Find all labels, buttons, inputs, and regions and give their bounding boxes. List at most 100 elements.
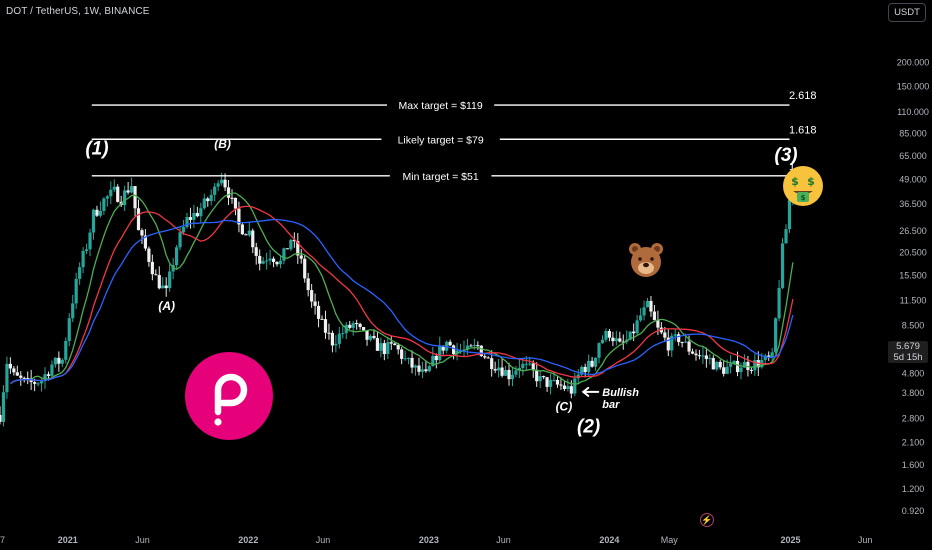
candle-body [434, 355, 438, 361]
candle-body [528, 363, 532, 365]
x-tick-label: 17 [0, 535, 5, 545]
moving-average-line [10, 205, 794, 385]
y-tick-label: 15.500 [899, 271, 927, 281]
candle-body [687, 341, 691, 352]
candle-body [337, 333, 341, 344]
candle-body [386, 342, 390, 355]
candle-body [372, 335, 376, 339]
y-tick-label: 110.000 [897, 107, 929, 117]
x-tick-label: Jun [858, 535, 873, 545]
candle-body [164, 285, 168, 289]
wave-label: (3) [774, 145, 797, 166]
wave-label: (1) [85, 138, 108, 159]
candle-body [237, 208, 241, 225]
candle-body [417, 365, 421, 372]
candle-body [638, 315, 643, 321]
candle-body [112, 186, 116, 190]
candle-body [545, 377, 549, 387]
y-tick-label: 200.000 [897, 57, 930, 67]
candle-body [67, 318, 71, 341]
y-tick-label: 2.100 [902, 437, 925, 447]
candle-body [84, 249, 89, 251]
current-price-tag: 5.679 5d 15h [888, 341, 928, 363]
candle-body [161, 285, 165, 289]
candle-body [559, 384, 563, 386]
flash-icon[interactable]: ⚡ [700, 513, 714, 527]
candle-body [375, 338, 380, 351]
candle-body [351, 323, 355, 328]
svg-text:$: $ [807, 175, 815, 188]
candle-body [358, 323, 362, 327]
candle-body [261, 261, 265, 264]
candle-body [109, 189, 113, 197]
candle-body [292, 239, 296, 242]
candle-body [555, 379, 560, 385]
candle-body [510, 374, 515, 380]
candle-body [420, 369, 425, 372]
currency-unit-button[interactable]: USDT [888, 3, 926, 22]
candle-body [780, 243, 785, 288]
candle-body [642, 307, 646, 316]
candle-body [413, 365, 418, 368]
fib-level-label: 2.618 [789, 90, 817, 102]
candle-body [81, 250, 85, 268]
svg-text:$: $ [791, 175, 799, 188]
bullish-bar-arrow [581, 386, 600, 397]
candle-body [192, 212, 196, 220]
candle-body [271, 258, 276, 262]
candle-body [611, 337, 615, 342]
y-tick-label: 11.500 [900, 296, 927, 306]
candle-body [410, 357, 414, 368]
candle-body [524, 363, 528, 365]
y-tick-label: 65.000 [899, 151, 927, 161]
candle-body [365, 330, 369, 340]
candle-body [552, 379, 556, 381]
candle-body [147, 248, 151, 262]
x-tick-label: 2022 [238, 535, 258, 545]
candle-body [64, 340, 68, 360]
candle-body [12, 368, 16, 373]
candle-body [486, 357, 490, 359]
candle-body [715, 361, 719, 370]
candle-body [303, 258, 307, 279]
candle-body [368, 335, 373, 340]
target-label-bg [381, 131, 500, 148]
candle-body [535, 370, 539, 382]
candle-body [472, 345, 476, 347]
candle-body [649, 300, 653, 312]
candle-body [185, 217, 189, 228]
candle-body [181, 227, 186, 233]
candle-body [614, 338, 618, 342]
candle-body [583, 366, 587, 373]
candle-body [742, 361, 747, 368]
candle-body [254, 247, 258, 256]
candle-body [701, 355, 705, 357]
candle-body [8, 363, 12, 369]
candle-body [174, 247, 179, 266]
x-tick-label: Jun [316, 535, 331, 545]
candle-body [126, 190, 130, 193]
candle-body [597, 343, 601, 358]
candle-body [116, 186, 120, 202]
candle-body [355, 323, 359, 325]
candle-body [729, 363, 733, 367]
candle-body [732, 360, 736, 364]
candle-body [656, 319, 660, 328]
money-mouth-face-icon: $ $ $ [781, 164, 825, 208]
candle-body [479, 345, 483, 357]
candle-body [569, 386, 573, 394]
moving-average-line [10, 192, 794, 385]
candle-body [770, 352, 774, 357]
candle-body [725, 366, 729, 374]
candle-body [708, 358, 712, 360]
y-tick-label: 85.000 [899, 129, 927, 139]
candle-body [143, 235, 148, 249]
candle-body [223, 179, 227, 188]
candle-body [310, 290, 314, 302]
target-level-label: Min target = $51 [403, 171, 479, 183]
candle-body [749, 369, 753, 371]
y-tick-label: 1.200 [902, 484, 925, 494]
candle-body [604, 330, 608, 340]
candle-body [251, 230, 255, 248]
